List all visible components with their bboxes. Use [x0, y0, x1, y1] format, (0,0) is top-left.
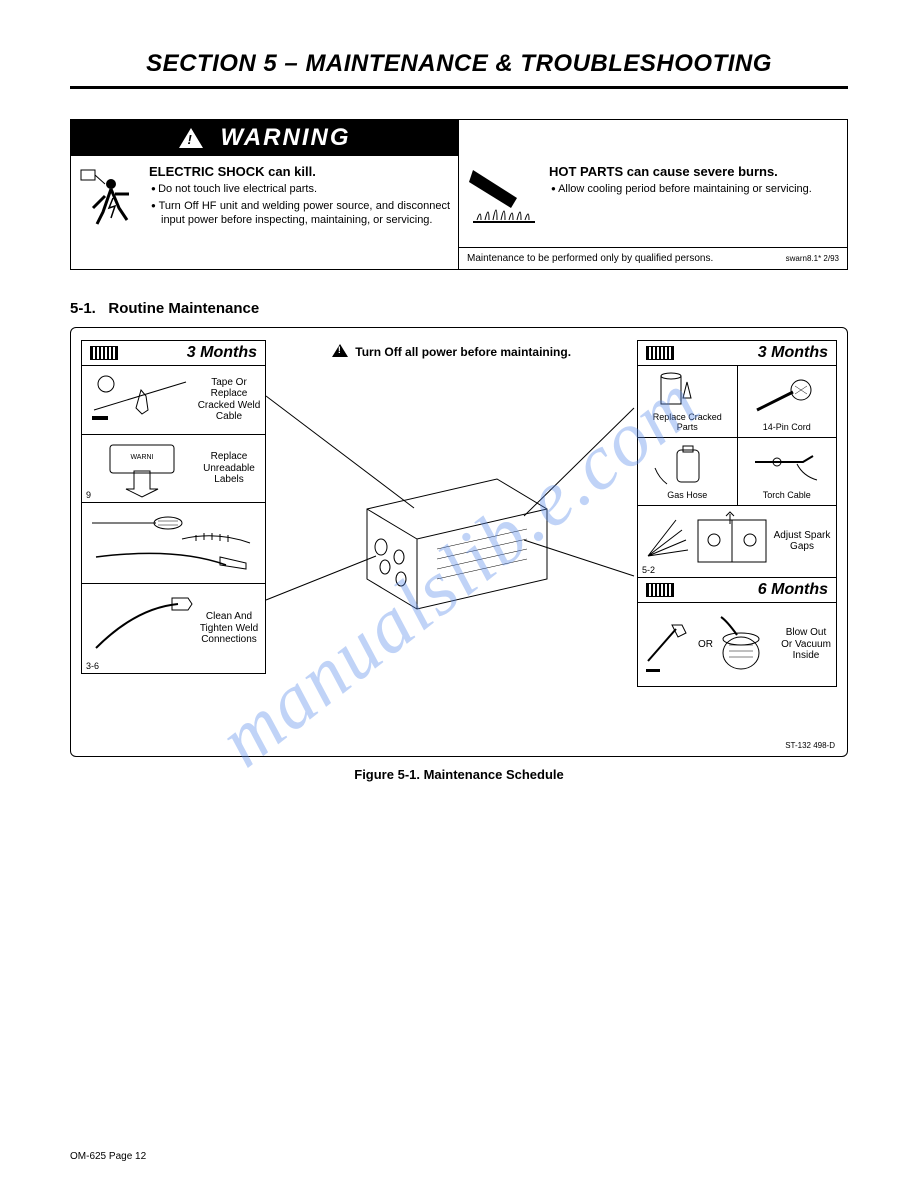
torch-cable-label: Torch Cable	[763, 490, 811, 500]
cell-spark-gaps: Adjust Spark Gaps 5-2	[637, 506, 837, 579]
right-panel-column: 3 Months Replace Cracked Parts 14-Pin Co…	[637, 340, 837, 687]
subsection-name: Routine Maintenance	[108, 300, 259, 317]
torch-cable-illus	[747, 446, 827, 490]
gas-hose-label: Gas Hose	[667, 490, 707, 500]
spark-gaps-illus	[642, 510, 772, 574]
or-text: OR	[698, 639, 713, 651]
replace-parts-illus	[647, 370, 727, 412]
left-panel-column: 3 Months Tape Or Replace Cracked Weld Ca…	[81, 340, 266, 674]
cell-brush	[81, 503, 266, 584]
brush-illus	[86, 507, 261, 579]
right-row-1: Replace Cracked Parts 14-Pin Cord	[637, 366, 837, 438]
left-3months-header: 3 Months	[81, 340, 266, 366]
hot-bullet-1: Allow cooling period before maintaining …	[549, 183, 839, 197]
labels-ref: 9	[86, 490, 91, 500]
hot-pictogram	[467, 164, 549, 239]
svg-text:WARNI: WARNI	[130, 454, 153, 461]
cell-labels: WARNI Replace Unreadable Labels 9	[81, 435, 266, 504]
spark-gaps-label: Adjust Spark Gaps	[772, 510, 832, 574]
cell-blowout: OR Blow Out Or Vacuum Inside	[637, 603, 837, 687]
qualified-note: Maintenance to be performed only by qual…	[459, 247, 847, 269]
clean-tighten-ref: 3-6	[86, 661, 99, 671]
tape-cable-illus	[86, 370, 197, 430]
figure-caption: Figure 5-1. Maintenance Schedule	[70, 767, 848, 782]
right-header-1-text: 3 Months	[758, 344, 828, 362]
right-3months-header: 3 Months	[637, 340, 837, 366]
right-row-2: Gas Hose Torch Cable	[637, 438, 837, 506]
cell-torch-cable: Torch Cable	[738, 438, 838, 506]
cell-replace-parts: Replace Cracked Parts	[637, 366, 738, 438]
warning-left-panel: WARNING ELECTRIC SHOCK can kill. Do not …	[71, 120, 459, 269]
warning-right-panel: HOT PARTS can cause severe burns. Allow …	[459, 120, 847, 269]
warning-banner: WARNING	[71, 120, 458, 156]
right-header-2-text: 6 Months	[758, 581, 828, 599]
shock-title: ELECTRIC SHOCK can kill.	[149, 164, 450, 179]
warning-banner-text: WARNING	[221, 124, 351, 152]
blowout-illus: OR	[642, 607, 780, 682]
pin-cord-illus	[747, 380, 827, 422]
clean-tighten-illus	[86, 588, 197, 670]
gas-hose-illus	[647, 446, 727, 490]
shock-bullet-2: Turn Off HF unit and welding power sourc…	[149, 200, 450, 228]
shock-bullet-1: Do not touch live electrical parts.	[149, 183, 450, 197]
clean-tighten-label: Clean And Tighten Weld Connections	[197, 588, 261, 670]
page-footer: OM-625 Page 12	[70, 1151, 146, 1162]
subsection-title: 5-1. Routine Maintenance	[70, 300, 848, 317]
pin-cord-label: 14-Pin Cord	[763, 422, 811, 432]
hatch-icon	[646, 583, 674, 597]
qualified-note-code: swarn8.1* 2/93	[786, 254, 839, 263]
replace-parts-label: Replace Cracked Parts	[642, 412, 733, 433]
labels-label: Replace Unreadable Labels	[197, 439, 261, 499]
warning-triangle-icon	[179, 128, 203, 148]
warning-box: WARNING ELECTRIC SHOCK can kill. Do not …	[70, 119, 848, 270]
diagram-code: ST-132 498-D	[785, 741, 835, 750]
hatch-icon	[646, 346, 674, 360]
labels-illus: WARNI	[86, 439, 197, 499]
electric-shock-section: ELECTRIC SHOCK can kill. Do not touch li…	[71, 156, 458, 249]
right-6months-header: 6 Months	[637, 578, 837, 603]
tape-cable-label: Tape Or Replace Cracked Weld Cable	[197, 370, 261, 430]
qualified-note-text: Maintenance to be performed only by qual…	[467, 253, 713, 264]
hatch-icon	[90, 346, 118, 360]
spark-gaps-ref: 5-2	[642, 565, 655, 575]
hot-text: HOT PARTS can cause severe burns. Allow …	[549, 164, 839, 239]
cell-tape-cable: Tape Or Replace Cracked Weld Cable	[81, 366, 266, 435]
shock-pictogram	[79, 164, 149, 241]
section-header: SECTION 5 – MAINTENANCE & TROUBLESHOOTIN…	[70, 50, 848, 89]
cell-gas-hose: Gas Hose	[637, 438, 738, 506]
cell-clean-tighten: Clean And Tighten Weld Connections 3-6	[81, 584, 266, 675]
shock-text: ELECTRIC SHOCK can kill. Do not touch li…	[149, 164, 450, 241]
hot-title: HOT PARTS can cause severe burns.	[549, 164, 839, 179]
subsection-number: 5-1.	[70, 300, 96, 317]
maintenance-diagram: 3 Months Tape Or Replace Cracked Weld Ca…	[70, 327, 848, 757]
hot-parts-section: HOT PARTS can cause severe burns. Allow …	[459, 156, 847, 247]
warning-right-spacer	[459, 120, 847, 156]
connector-lines	[266, 340, 637, 744]
cell-14pin: 14-Pin Cord	[738, 366, 838, 438]
left-header-text: 3 Months	[187, 344, 257, 362]
center-area: Turn Off all power before maintaining.	[266, 340, 637, 744]
blowout-label: Blow Out Or Vacuum Inside	[780, 607, 832, 682]
